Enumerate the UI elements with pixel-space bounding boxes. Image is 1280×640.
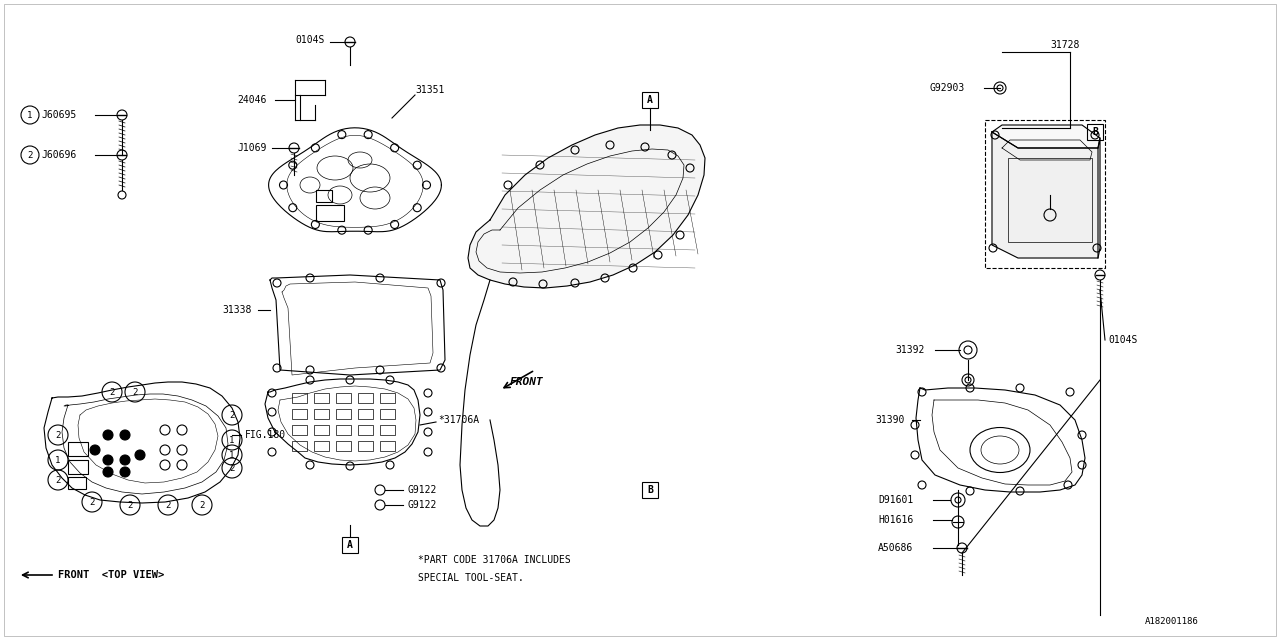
Bar	[380, 425, 396, 435]
Text: J60696: J60696	[41, 150, 77, 160]
Bar	[335, 393, 351, 403]
Text: SPECIAL TOOL-SEAT.: SPECIAL TOOL-SEAT.	[419, 573, 524, 583]
Bar	[316, 190, 332, 202]
Bar	[314, 441, 329, 451]
Circle shape	[120, 430, 131, 440]
Text: 2: 2	[109, 387, 115, 397]
Text: G9122: G9122	[408, 500, 438, 510]
Text: 31392: 31392	[895, 345, 924, 355]
Text: 24046: 24046	[237, 95, 266, 105]
Text: A182001186: A182001186	[1146, 618, 1199, 627]
Text: B: B	[1092, 127, 1098, 137]
Text: 1: 1	[55, 456, 60, 465]
Text: *31706A: *31706A	[438, 415, 479, 425]
Text: 2: 2	[229, 463, 234, 472]
Circle shape	[102, 455, 113, 465]
Text: 2: 2	[229, 410, 234, 419]
Text: A: A	[347, 540, 353, 550]
Bar	[643, 482, 658, 498]
Circle shape	[90, 445, 100, 455]
Polygon shape	[468, 125, 705, 288]
Circle shape	[120, 455, 131, 465]
Circle shape	[120, 467, 131, 477]
Bar	[316, 205, 344, 221]
Bar	[292, 441, 307, 451]
Bar	[68, 442, 88, 456]
Bar	[335, 425, 351, 435]
Bar	[292, 409, 307, 419]
Text: FRONT: FRONT	[509, 377, 544, 387]
Text: 2: 2	[165, 500, 170, 509]
Text: 31338: 31338	[221, 305, 251, 315]
Text: B: B	[648, 485, 653, 495]
Text: 2: 2	[55, 476, 60, 484]
Bar	[380, 393, 396, 403]
Text: FIG.180: FIG.180	[244, 430, 287, 440]
Text: *PART CODE 31706A INCLUDES: *PART CODE 31706A INCLUDES	[419, 555, 571, 565]
Circle shape	[102, 430, 113, 440]
Bar	[1087, 124, 1103, 140]
Bar	[335, 409, 351, 419]
Text: A: A	[648, 95, 653, 105]
Text: 2: 2	[27, 150, 33, 159]
Bar	[314, 425, 329, 435]
Bar	[342, 537, 358, 553]
Bar	[314, 393, 329, 403]
Polygon shape	[992, 125, 1100, 148]
Text: G9122: G9122	[408, 485, 438, 495]
Text: 31351: 31351	[415, 85, 444, 95]
Text: D91601: D91601	[878, 495, 913, 505]
Bar	[380, 409, 396, 419]
Text: A50686: A50686	[878, 543, 913, 553]
Text: 2: 2	[127, 500, 133, 509]
Bar	[68, 477, 86, 489]
Bar	[380, 441, 396, 451]
Bar	[358, 425, 372, 435]
Text: J60695: J60695	[41, 110, 77, 120]
Text: J1069: J1069	[237, 143, 266, 153]
Text: 1: 1	[27, 111, 33, 120]
Bar	[358, 393, 372, 403]
Bar	[292, 425, 307, 435]
Bar	[986, 120, 1105, 268]
Polygon shape	[992, 132, 1098, 258]
Text: 1: 1	[229, 435, 234, 445]
Text: 2: 2	[200, 500, 205, 509]
Text: 1: 1	[229, 451, 234, 460]
Text: 31728: 31728	[1050, 40, 1079, 50]
Bar	[643, 92, 658, 108]
Text: 0104S: 0104S	[294, 35, 324, 45]
Bar	[358, 441, 372, 451]
Bar	[314, 409, 329, 419]
Text: 2: 2	[55, 431, 60, 440]
Circle shape	[102, 467, 113, 477]
Text: 0104S: 0104S	[1108, 335, 1138, 345]
Text: H01616: H01616	[878, 515, 913, 525]
Bar	[358, 409, 372, 419]
Bar	[68, 460, 88, 474]
Text: FRONT  <TOP VIEW>: FRONT <TOP VIEW>	[58, 570, 164, 580]
Text: 2: 2	[132, 387, 138, 397]
Bar	[335, 441, 351, 451]
Text: G92903: G92903	[931, 83, 965, 93]
Bar	[1009, 158, 1092, 242]
Text: 31390: 31390	[876, 415, 905, 425]
Polygon shape	[1098, 138, 1100, 258]
Circle shape	[134, 450, 145, 460]
Text: 2: 2	[90, 497, 95, 506]
Bar	[292, 393, 307, 403]
